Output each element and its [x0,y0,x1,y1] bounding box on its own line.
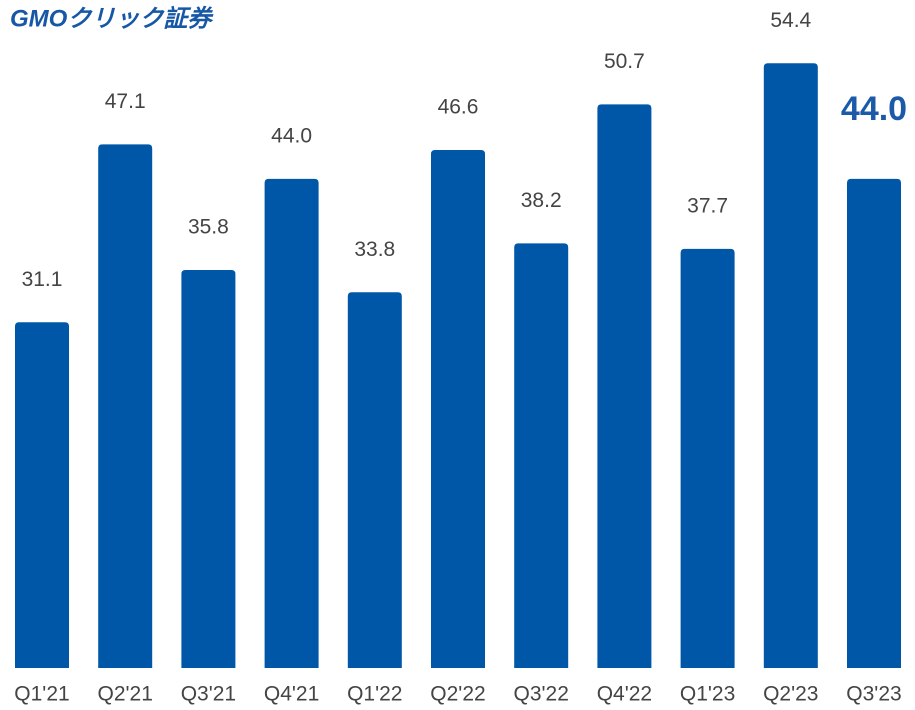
bar [98,144,153,668]
bar [763,63,818,668]
value-label: 50.7 [604,50,645,73]
x-tick-label: Q3'23 [846,683,901,706]
x-tick-label: Q1'23 [680,683,735,706]
bar [181,270,236,668]
value-label: 31.1 [22,268,63,291]
x-tick-label: Q4'21 [264,683,319,706]
brand-logo: GMOクリック証券 [10,5,214,32]
bar [431,149,485,669]
x-tick-label: Q2'23 [763,683,818,706]
bar [597,104,652,668]
value-label: 44.0 [841,90,907,128]
value-label: 54.4 [770,9,811,32]
value-label: 47.1 [105,90,146,113]
x-tick-label: Q1'22 [347,683,402,706]
bar [680,248,735,668]
value-label: 35.8 [188,216,229,239]
bar [514,243,569,669]
x-tick-label: Q3'22 [514,683,569,706]
bar [264,178,319,668]
x-tick-label: Q3'21 [181,683,236,706]
x-tick-label: Q1'21 [14,683,69,706]
x-tick-label: Q4'22 [597,683,652,706]
value-label: 37.7 [687,194,728,217]
value-label: 33.8 [354,238,395,261]
bar [15,322,69,668]
x-tick-label: Q2'22 [430,683,485,706]
value-label: 46.6 [438,96,479,119]
value-label: 38.2 [521,189,562,212]
x-tick-label: Q2'21 [98,683,153,706]
value-label: 44.0 [271,124,312,147]
bar [847,178,901,668]
bar [347,292,402,668]
